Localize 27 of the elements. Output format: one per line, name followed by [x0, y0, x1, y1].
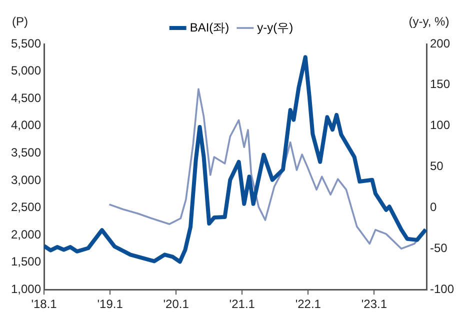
y2-tick-label: 100 — [430, 118, 450, 132]
y-axis-title: (P) — [12, 14, 28, 28]
y-tick-label: 3,000 — [11, 172, 42, 187]
legend-label: BAI(좌) — [190, 20, 230, 34]
y-tick-label: 1,500 — [11, 254, 42, 269]
y2-tick-label: -50 — [430, 240, 448, 255]
legend-label: y-y(우) — [257, 20, 294, 34]
y-tick-label: 2,500 — [11, 200, 42, 214]
y2-tick-label: 50 — [430, 159, 444, 174]
y-tick-label: 3,500 — [11, 145, 42, 160]
x-tick-label: '18.1 — [31, 297, 58, 312]
y2-tick-label: 150 — [430, 77, 450, 92]
y-tick-label: 1,000 — [11, 282, 42, 296]
x-tick-label: '22.1 — [295, 297, 322, 312]
y-tick-label: 5,500 — [11, 36, 42, 50]
y2-tick-label: -100 — [430, 282, 454, 296]
y2-tick-label: 0 — [430, 200, 437, 214]
y-tick-label: 2,000 — [11, 227, 42, 242]
y-tick-label: 4,500 — [11, 90, 42, 105]
x-tick-label: '21.1 — [229, 297, 256, 312]
x-tick-label: '20.1 — [163, 297, 190, 312]
x-tick-label: '19.1 — [97, 297, 124, 312]
y-tick-label: 4,000 — [11, 118, 42, 132]
y2-axis-title: (y-y, %) — [408, 14, 450, 28]
x-tick-label: '23.1 — [361, 297, 388, 312]
y-tick-label: 5,000 — [11, 64, 42, 78]
y2-tick-label: 200 — [430, 36, 450, 50]
